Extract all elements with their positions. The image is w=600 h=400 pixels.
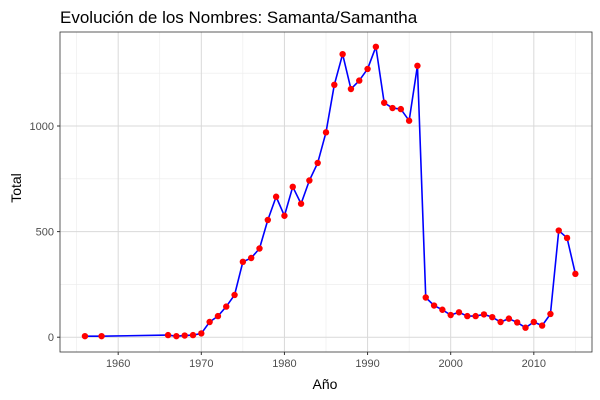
data-point	[555, 227, 562, 234]
data-point	[339, 50, 346, 58]
data-point	[281, 212, 288, 219]
data-point	[439, 306, 446, 313]
series-line-segment	[316, 131, 327, 164]
data-point	[497, 318, 504, 326]
series-line-segment	[341, 53, 352, 90]
data-point	[347, 85, 355, 93]
data-point	[239, 258, 247, 266]
x-axis-title: Año	[313, 376, 338, 392]
data-point	[331, 81, 338, 89]
series-line-segment	[233, 261, 244, 296]
data-point	[522, 324, 529, 331]
data-point	[372, 43, 380, 50]
data-point	[530, 318, 538, 326]
data-point	[480, 311, 488, 318]
data-point	[98, 332, 105, 340]
data-point	[181, 332, 188, 339]
data-point	[314, 159, 321, 167]
y-axis-ticks: 0 500 1000	[30, 121, 60, 344]
data-point	[206, 318, 213, 326]
panel-border	[59, 31, 593, 353]
data-point	[247, 254, 255, 262]
series-line-segment	[566, 237, 577, 275]
data-point	[472, 312, 479, 320]
series-line-segment	[325, 84, 336, 134]
data-point	[264, 216, 272, 224]
series-line-segment	[300, 179, 311, 205]
data-point	[231, 291, 238, 299]
x-tick-label: 2000	[438, 358, 462, 370]
x-tick-label: 1970	[189, 358, 213, 370]
chart-title: Evolución de los Nombres: Samanta/Samant…	[60, 8, 418, 27]
data-point	[405, 117, 413, 124]
series-line-segment	[275, 195, 286, 217]
data-point	[513, 319, 521, 326]
data-point	[572, 270, 579, 278]
x-tick-label: 1960	[106, 358, 130, 370]
data-point	[173, 332, 180, 340]
series-line-segment	[308, 162, 319, 182]
series-line-segment	[366, 45, 377, 70]
data-point	[455, 309, 463, 316]
data-point	[164, 331, 172, 339]
series-line-segment	[416, 64, 427, 299]
data-point	[306, 177, 313, 184]
data-point	[489, 313, 496, 321]
data-point	[547, 310, 554, 318]
data-point	[322, 129, 330, 136]
data-point	[272, 193, 280, 200]
series-line-segment	[283, 186, 294, 217]
y-axis-title: Total	[8, 173, 24, 203]
data-point	[364, 65, 371, 73]
data-point	[223, 303, 230, 310]
data-point	[464, 312, 471, 320]
data-point	[81, 332, 89, 340]
data-point	[505, 315, 513, 322]
series-line-segment	[267, 195, 277, 221]
series-line-segment	[408, 64, 419, 122]
data-point	[297, 200, 305, 207]
x-tick-label: 1990	[355, 358, 379, 370]
series-line-segment	[333, 53, 344, 86]
series-line-segment	[549, 229, 560, 315]
data-point	[356, 77, 363, 84]
data-point	[414, 62, 421, 69]
data-point	[447, 311, 454, 319]
series-lines	[84, 45, 577, 337]
data-point	[198, 330, 205, 337]
data-point	[380, 99, 388, 106]
series-points	[81, 43, 579, 340]
series-line-segment	[258, 219, 269, 250]
data-point	[430, 302, 438, 309]
data-point	[538, 322, 546, 329]
series-line-segment	[100, 334, 169, 337]
x-tick-label: 2010	[522, 358, 546, 370]
data-point	[214, 312, 222, 320]
major-gridlines	[59, 31, 593, 353]
x-tick-label: 1980	[272, 358, 296, 370]
data-point	[256, 245, 263, 252]
y-tick-label: 0	[48, 332, 54, 344]
y-tick-label: 1000	[30, 121, 54, 133]
data-point	[189, 331, 197, 339]
x-axis-ticks: 1960 1970 1980 1990 2000 2010	[106, 352, 546, 370]
data-point	[422, 294, 429, 301]
data-point	[389, 104, 396, 112]
data-point	[397, 105, 405, 113]
series-line-segment	[375, 45, 385, 104]
data-point	[563, 234, 571, 242]
minor-gridlines	[60, 32, 592, 352]
data-point	[289, 183, 296, 191]
y-tick-label: 500	[36, 227, 54, 239]
